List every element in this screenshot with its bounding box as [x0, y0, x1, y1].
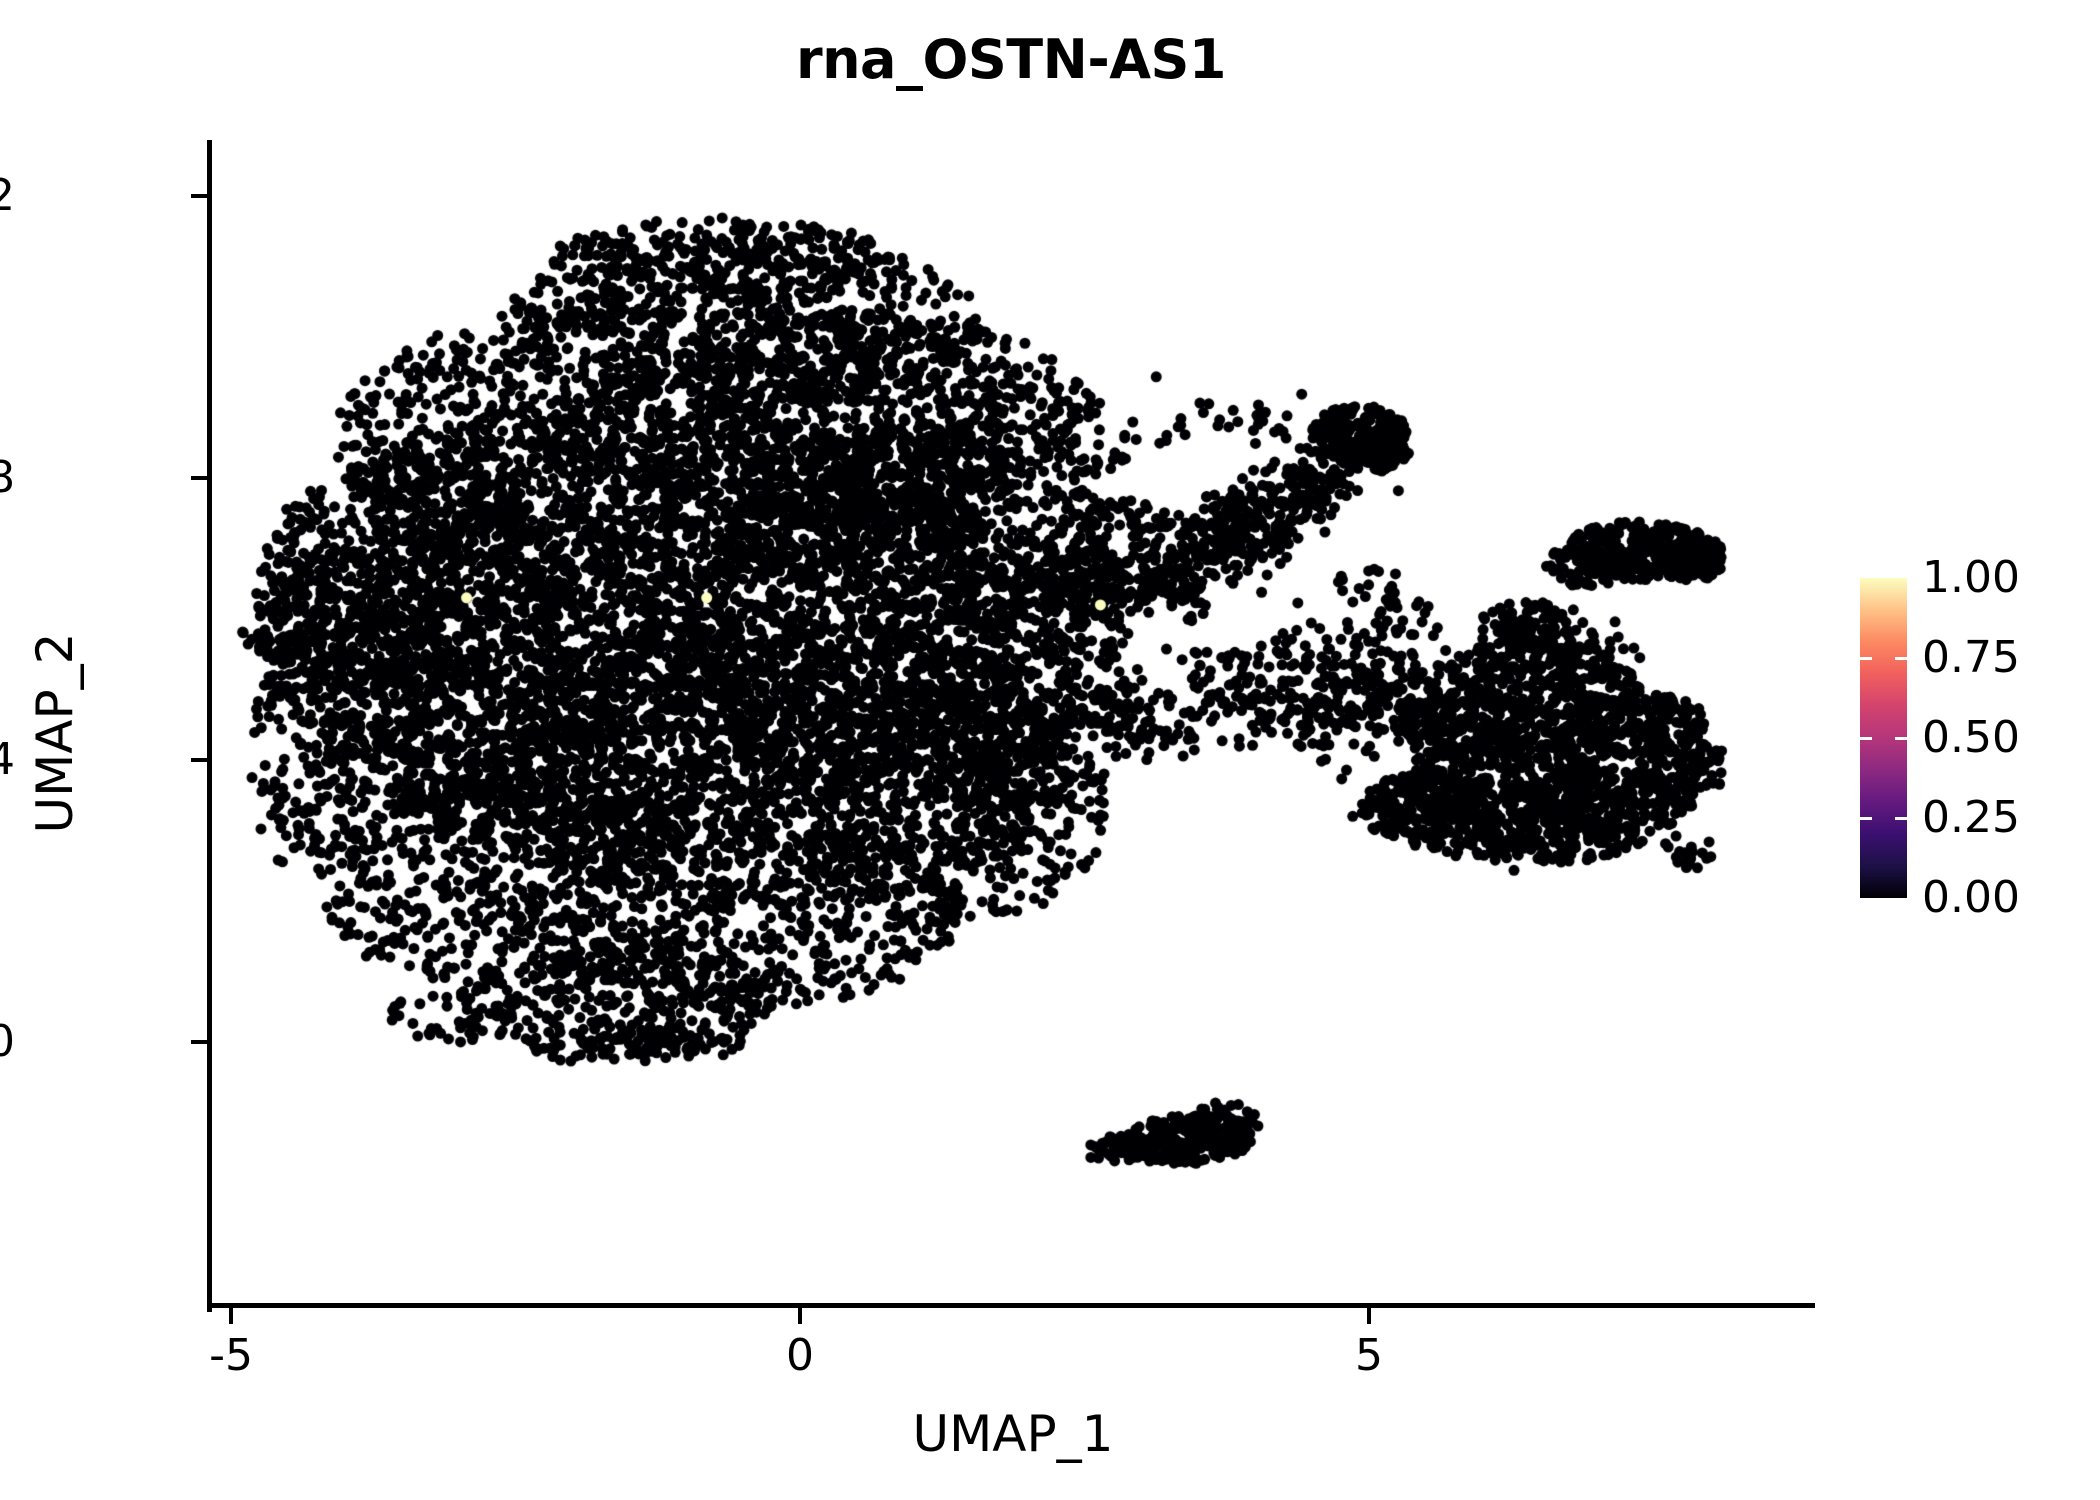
page-title: rna_OSTN-AS1 — [795, 28, 1227, 91]
colorbar-tick-mark — [1895, 817, 1907, 820]
colorbar-tick-label: 0.75 — [1922, 632, 2020, 683]
colorbar-tick-mark — [1895, 657, 1907, 660]
x-axis-label: UMAP_1 — [912, 1405, 1114, 1463]
colorbar-tick-mark — [1860, 657, 1872, 660]
x-tick-label: -5 — [209, 1330, 253, 1381]
x-tick-label: 5 — [1355, 1330, 1383, 1381]
y-tick-mark — [191, 476, 207, 480]
y-tick-mark — [191, 758, 207, 762]
y-tick-label: 12 — [0, 170, 15, 221]
colorbar-tick-label: 0.50 — [1922, 712, 2020, 763]
y-tick-label: 8 — [0, 452, 15, 503]
colorbar: 1.00 0.75 0.50 0.25 0.00 — [1860, 556, 2100, 920]
colorbar-tick-mark — [1860, 737, 1872, 740]
x-tick-mark — [798, 1308, 802, 1324]
colorbar-tick-label: 0.25 — [1922, 792, 2020, 843]
colorbar-tick-mark — [1860, 817, 1872, 820]
colorbar-tick-label: 0.00 — [1922, 872, 2020, 923]
x-tick-mark — [1367, 1308, 1371, 1324]
y-tick-label: 0 — [0, 1016, 15, 1067]
x-tick-mark — [229, 1308, 233, 1324]
y-tick-label: 4 — [0, 734, 15, 785]
colorbar-tick-mark — [1895, 737, 1907, 740]
y-tick-mark — [191, 194, 207, 198]
colorbar-tick-label: 1.00 — [1922, 552, 2020, 603]
plot-area — [211, 140, 1815, 1308]
x-tick-label: 0 — [786, 1330, 814, 1381]
y-axis-label: UMAP_2 — [26, 632, 84, 834]
y-tick-mark — [191, 1040, 207, 1044]
